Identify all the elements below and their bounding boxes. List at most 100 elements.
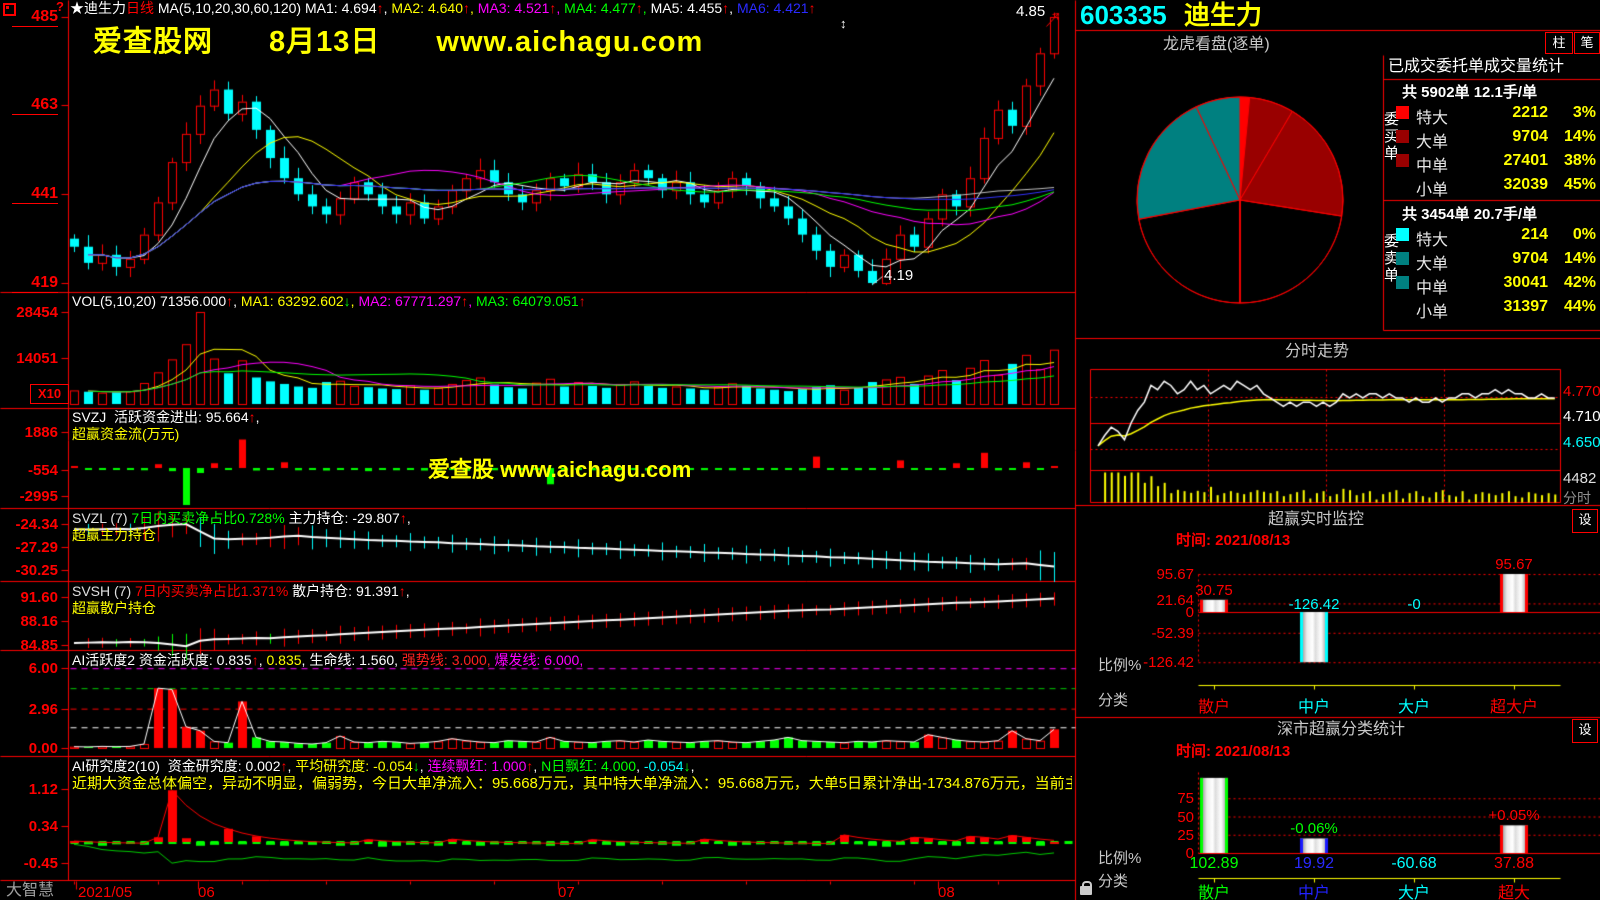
section-title-longhu: 龙虎看盘(逐单) bbox=[1163, 36, 1270, 53]
ai-research-header: AI研究度2(10) 资金研究度: 0.002↑, 平均研究度: -0.054↓… bbox=[72, 758, 695, 774]
table-row-pct: 14% bbox=[1563, 128, 1596, 145]
watermark: 爱查股网 8月13日 www.aichagu.com bbox=[93, 26, 704, 59]
annotation-low: 4.19 bbox=[884, 267, 914, 284]
kline-header: ★迪生力日线 MA(5,10,20,30,60,120) MA1: 4.694↑… bbox=[70, 0, 816, 16]
table-row-value: 9704 bbox=[1512, 128, 1548, 145]
monitor-axis-tick: 95.67 bbox=[1156, 566, 1194, 583]
volume-axis-tick: 28454 bbox=[16, 304, 58, 321]
table-row-swatch bbox=[1396, 154, 1409, 167]
monitor-bar-value: -126.42 bbox=[1288, 596, 1340, 613]
svzj-header: SVZJ 活跃资金进出: 95.664↑, bbox=[72, 409, 260, 425]
settings-button-monitor[interactable]: 设 bbox=[1572, 509, 1598, 533]
shenzhen-time: 时间: 2021/08/13 bbox=[1176, 743, 1291, 760]
monitor-category: 散户 bbox=[1197, 699, 1230, 716]
timeline-label: 2021/05 bbox=[78, 884, 133, 900]
svzl-axis-tick: -24.34 bbox=[15, 516, 58, 533]
table-row-pct: 14% bbox=[1563, 250, 1596, 267]
watermark2-url: www.aichagu.com bbox=[500, 457, 692, 482]
section-title-monitor: 超赢实时监控 bbox=[1268, 511, 1365, 528]
ai-activity-axis-tick: 6.00 bbox=[28, 660, 58, 677]
section-title-intraday: 分时走势 bbox=[1285, 343, 1350, 360]
monitor-axis-tick: -126.42 bbox=[1143, 654, 1194, 671]
table-row-swatch bbox=[1396, 106, 1409, 119]
ai-research-note: 近期大资金总体偏空，异动不明显，偏弱势，今日大单净流入：95.668万元，其中特… bbox=[72, 776, 1072, 792]
monitor-axis-label: 比例% bbox=[1098, 657, 1142, 674]
svzj-subtitle: 超赢资金流(万元) bbox=[72, 426, 180, 442]
help-icon[interactable]: ? bbox=[56, 0, 64, 14]
main-axis-tick: 463 bbox=[12, 96, 58, 115]
shenzhen-axis-tick: 0 bbox=[1185, 845, 1194, 862]
timeline-label: 06 bbox=[198, 884, 215, 900]
table-row-pct: 3% bbox=[1572, 104, 1596, 121]
lock-icon[interactable] bbox=[1080, 881, 1092, 895]
svsh-axis-tick: 91.60 bbox=[20, 589, 58, 606]
ai-research-axis-tick: 1.12 bbox=[28, 781, 58, 798]
monitor-bar-value: 30.75 bbox=[1195, 581, 1233, 599]
pen-button[interactable]: 笔 bbox=[1574, 32, 1600, 54]
monitor-category: 中户 bbox=[1297, 699, 1330, 716]
monitor-category: 超大户 bbox=[1489, 699, 1538, 716]
svsh-axis-tick: 88.16 bbox=[20, 613, 58, 630]
sell-summary: 共 3454单 20.7手/单 bbox=[1402, 206, 1538, 223]
main-axis-tick: 485 bbox=[12, 8, 58, 27]
monitor-bar-value: -0 bbox=[1407, 596, 1421, 613]
svzl-axis-tick: -30.25 bbox=[15, 562, 58, 579]
table-row-label: 中单 bbox=[1416, 280, 1449, 297]
table-side-label: 委 bbox=[1384, 111, 1400, 128]
ai-activity-axis-tick: 2.96 bbox=[28, 701, 58, 718]
shenzhen-bar-sublabel: +0.05% bbox=[1488, 807, 1540, 825]
table-row-label: 特大 bbox=[1416, 232, 1449, 249]
stock-code: 603335 bbox=[1080, 0, 1167, 30]
table-side-label: 单 bbox=[1384, 145, 1400, 162]
section-title-shenzhen: 深市超赢分类统计 bbox=[1277, 721, 1406, 738]
app-icon[interactable] bbox=[3, 3, 16, 16]
svsh-subtitle: 超赢散户持仓 bbox=[72, 600, 156, 616]
intraday-axis-label: 分时 bbox=[1563, 490, 1591, 506]
monitor-axis-tick: -52.39 bbox=[1151, 625, 1194, 642]
shenzhen-axis-tick: 25 bbox=[1177, 827, 1194, 844]
table-row-pct: 45% bbox=[1563, 176, 1596, 193]
ai-research-axis-tick: 0.34 bbox=[28, 818, 58, 835]
monitor-axis-tick: 0 bbox=[1185, 604, 1194, 621]
table-row-pct: 0% bbox=[1572, 226, 1596, 243]
shenzhen-category: 超大 bbox=[1497, 885, 1530, 900]
volume-axis-tick: 14051 bbox=[16, 350, 58, 367]
stock-name: 迪生力 bbox=[1184, 0, 1263, 30]
svzl-header: SVZL (7) 7日内买卖净占比0.728% 主力持仓: -29.807↑, bbox=[72, 510, 411, 526]
table-side-label: 单 bbox=[1384, 267, 1400, 284]
svzj-axis-tick: -2995 bbox=[19, 488, 58, 505]
annotation-high: 4.85 bbox=[1016, 3, 1046, 20]
table-row-label: 特大 bbox=[1416, 110, 1449, 127]
table-row-pct: 38% bbox=[1563, 152, 1596, 169]
volume-header: VOL(5,10,20) 71356.000↑, MA1: 63292.602↓… bbox=[72, 293, 586, 309]
table-row-swatch bbox=[1396, 276, 1409, 289]
monitor-bar-value: 95.67 bbox=[1495, 556, 1533, 574]
table-row-value: 2212 bbox=[1512, 104, 1548, 121]
svzj-axis-tick: 1886 bbox=[24, 424, 58, 441]
main-axis-tick: 441 bbox=[12, 185, 58, 204]
table-row-value: 27401 bbox=[1503, 152, 1549, 169]
monitor-time: 时间: 2021/08/13 bbox=[1176, 532, 1291, 549]
watermark-site: 爱查股网 bbox=[93, 26, 214, 58]
buy-summary: 共 5902单 12.1手/单 bbox=[1402, 84, 1538, 101]
svsh-axis-tick: 84.85 bbox=[20, 637, 58, 654]
shenzhen-bar-sublabel: -0.06% bbox=[1290, 820, 1338, 838]
timeline-label: 07 bbox=[558, 884, 575, 900]
pillar-button[interactable]: 柱 bbox=[1545, 32, 1573, 54]
shenzhen-axis-tick: 50 bbox=[1177, 809, 1194, 826]
table-row-value: 30041 bbox=[1503, 274, 1549, 291]
shenzhen-bar-value: -60.68 bbox=[1391, 855, 1437, 872]
monitor-category: 大户 bbox=[1397, 699, 1430, 716]
shenzhen-category: 中户 bbox=[1297, 885, 1330, 900]
svzl-subtitle: 超赢主力持仓 bbox=[72, 527, 156, 543]
table-row-label: 小单 bbox=[1416, 304, 1449, 321]
watermark-url: www.aichagu.com bbox=[436, 26, 704, 58]
table-row-value: 31397 bbox=[1503, 298, 1549, 315]
svzj-axis-tick: -554 bbox=[27, 462, 58, 479]
main-axis-tick: 419 bbox=[12, 274, 58, 293]
monitor-cat-label: 分类 bbox=[1098, 692, 1129, 709]
cursor-icon: ↕ bbox=[840, 16, 847, 31]
settings-button-shenzhen[interactable]: 设 bbox=[1572, 719, 1598, 743]
volume-unit-badge: X10 bbox=[30, 384, 69, 404]
